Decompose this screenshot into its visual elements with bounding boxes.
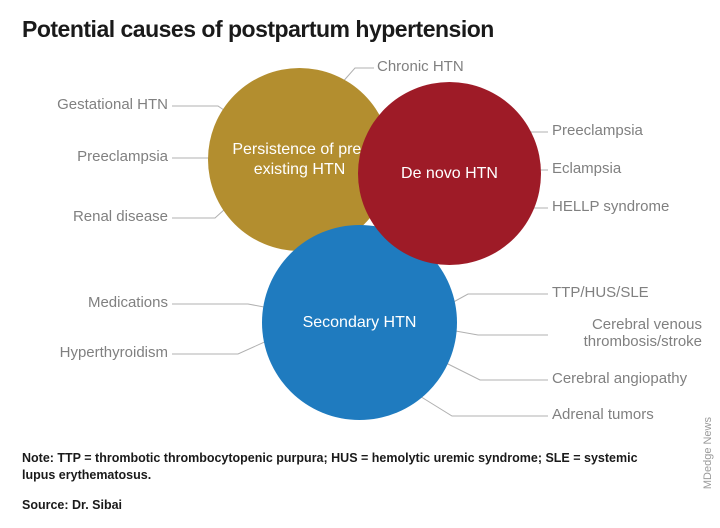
label-cerebral-angiopathy: Cerebral angiopathy [552, 370, 687, 387]
circle-denovo: De novo HTN [358, 82, 541, 265]
circle-denovo-label: De novo HTN [383, 164, 516, 183]
footnote: Note: TTP = thrombotic thrombocytopenic … [22, 450, 662, 484]
circle-secondary-label: Secondary HTN [285, 313, 435, 332]
label-preeclampsia-left: Preeclampsia [77, 148, 168, 165]
attribution: MDedge News [702, 417, 714, 489]
label-preeclampsia-right: Preeclampsia [552, 122, 643, 139]
label-chronic-htn: Chronic HTN [377, 58, 464, 75]
label-adrenal-tumors: Adrenal tumors [552, 406, 654, 423]
label-gestational-htn: Gestational HTN [57, 96, 168, 113]
label-eclampsia: Eclampsia [552, 160, 621, 177]
label-medications: Medications [88, 294, 168, 311]
label-renal-disease: Renal disease [73, 208, 168, 225]
source-line: Source: Dr. Sibai [22, 498, 122, 512]
label-cerebral-venous: Cerebral venous thrombosis/stroke [552, 316, 702, 351]
label-ttp-hus-sle: TTP/HUS/SLE [552, 284, 649, 301]
label-hyperthyroidism: Hyperthyroidism [60, 344, 168, 361]
label-hellp: HELLP syndrome [552, 198, 669, 215]
